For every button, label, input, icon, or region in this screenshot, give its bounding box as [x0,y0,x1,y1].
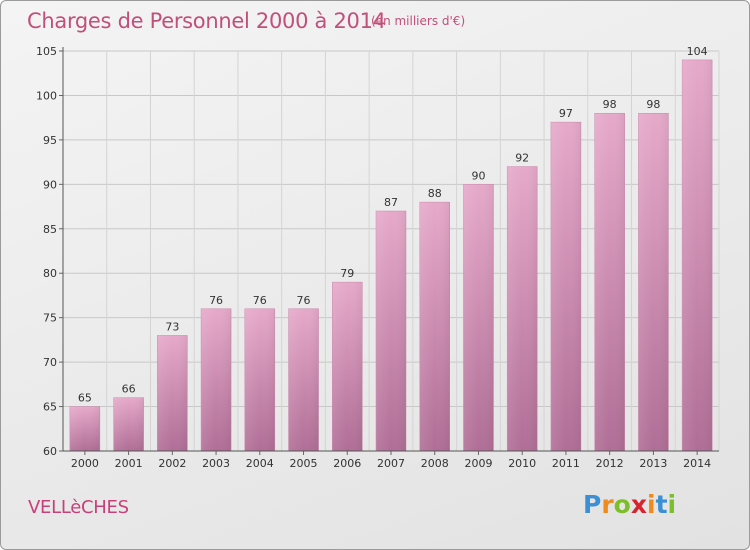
x-tick-label: 2003 [202,457,230,470]
x-tick-label: 2001 [115,457,143,470]
x-tick-label: 2009 [464,457,492,470]
bar-shine [69,406,100,451]
bar-shine [638,113,669,451]
y-tick-label: 95 [43,134,57,147]
logo-letter: i [667,490,677,519]
data-label: 76 [253,294,267,307]
data-label: 73 [165,320,179,333]
chart-title: Charges de Personnel 2000 à 2014 [27,9,386,33]
data-label: 76 [209,294,223,307]
data-label: 98 [646,98,660,111]
logo-letter: o [613,490,631,519]
bar-shine [594,113,625,451]
x-tick-label: 2004 [246,457,274,470]
x-tick-label: 2010 [508,457,536,470]
data-label: 79 [340,267,354,280]
bar-shine [113,397,144,451]
y-tick-label: 65 [43,401,57,414]
logo-letter: t [655,490,668,519]
logo-letter: r [601,490,614,519]
bar-shine [419,202,450,451]
x-tick-label: 2013 [639,457,667,470]
x-tick-label: 2006 [333,457,361,470]
bar-shine [376,211,406,451]
x-tick-label: 2011 [552,457,580,470]
x-tick-label: 2005 [290,457,318,470]
data-label: 90 [471,169,485,182]
y-tick-label: 70 [43,356,57,369]
bar-shine [332,282,363,451]
data-label: 92 [515,152,529,165]
data-label: 98 [603,98,617,111]
bar-shine [550,122,581,451]
y-tick-label: 85 [43,223,57,236]
bar-shine [288,308,319,451]
data-label: 65 [78,392,92,405]
data-label: 76 [297,294,311,307]
x-tick-label: 2000 [71,457,99,470]
data-label: 88 [428,187,442,200]
y-tick-label: 105 [36,45,57,58]
place-name: VELLèCHES [28,497,129,518]
data-label: 66 [122,383,136,396]
data-label: 104 [687,45,708,58]
logo-letter: x [630,490,647,519]
logo-letter: P [583,490,602,519]
y-tick-label: 90 [43,178,57,191]
y-tick-label: 80 [43,267,57,280]
x-tick-label: 2007 [377,457,405,470]
logo-letter: i [647,490,656,519]
x-tick-label: 2014 [683,457,711,470]
bars [69,59,713,452]
data-label: 87 [384,196,398,209]
proxiti-logo[interactable]: Proxiti [583,490,676,519]
x-tick-label: 2012 [596,457,624,470]
y-tick-label: 100 [36,89,57,102]
labels: 60 65 70 75 80 85 90 95 100 105 65 2000 66 2001 73 2002… [36,45,711,470]
axes [59,47,719,455]
bar-shine [507,166,538,452]
bar-shine [157,335,188,451]
bar-shine [201,308,232,451]
x-tick-label: 2008 [421,457,449,470]
bar-shine [682,59,713,452]
y-tick-label: 60 [43,445,57,458]
x-tick-label: 2002 [158,457,186,470]
bar-shine [244,308,275,451]
chart-subtitle: (en milliers d'€) [371,14,466,28]
y-tick-label: 75 [43,312,57,325]
data-label: 97 [559,107,573,120]
bar-shine [463,184,494,452]
